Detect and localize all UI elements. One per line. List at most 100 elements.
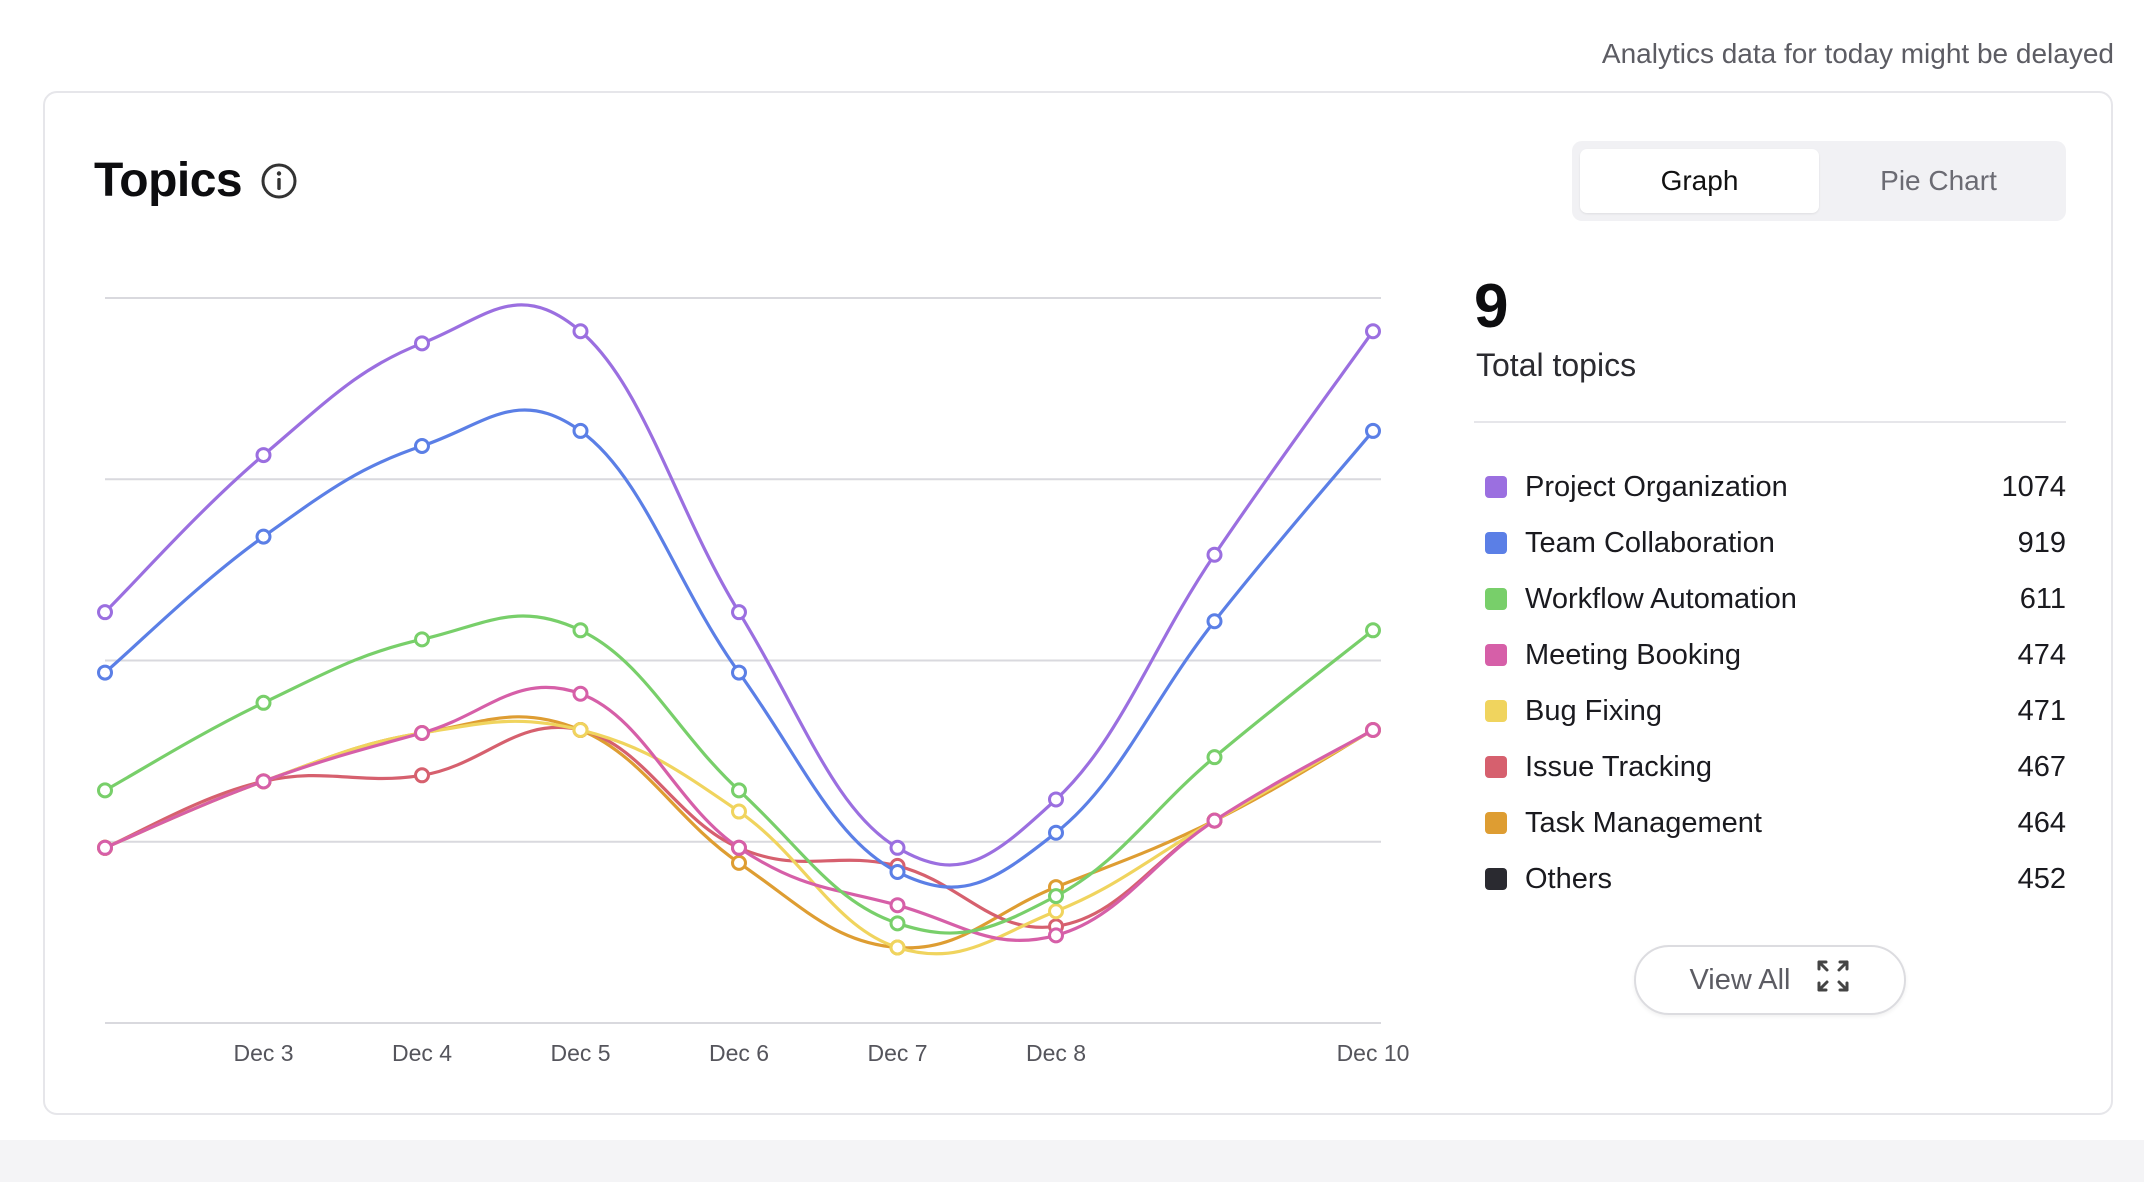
legend-item[interactable]: Others 452 [1485, 851, 2066, 907]
legend-item-value: 452 [2017, 862, 2066, 895]
data-point[interactable] [1048, 888, 1064, 905]
legend-swatch [1485, 868, 1507, 890]
x-tick-label: Dec 3 [233, 1040, 293, 1066]
data-point[interactable] [414, 335, 430, 352]
legend-swatch [1485, 644, 1507, 666]
data-point[interactable] [414, 438, 430, 455]
data-point[interactable] [572, 685, 589, 702]
data-point[interactable] [97, 782, 113, 799]
legend-swatch [1485, 532, 1507, 554]
series-line[interactable] [103, 303, 1375, 867]
card-title: Topics [94, 154, 243, 207]
legend-item-value: 474 [2017, 638, 2066, 671]
legend-swatch [1485, 476, 1507, 498]
legend-item-value: 467 [2017, 750, 2066, 783]
data-point[interactable] [731, 604, 747, 621]
data-point[interactable] [414, 725, 430, 741]
legend-item-name: Workflow Automation [1525, 582, 1797, 615]
legend-item[interactable]: Meeting Booking 474 [1485, 627, 2066, 683]
data-point[interactable] [731, 803, 747, 820]
view-all-button[interactable]: View All [1634, 945, 1906, 1015]
data-point[interactable] [1365, 323, 1381, 340]
data-point[interactable] [1048, 927, 1064, 944]
legend-item-value: 471 [2017, 694, 2066, 727]
series-line[interactable] [104, 719, 1374, 956]
analytics-delay-notice: Analytics data for today might be delaye… [1601, 38, 2114, 69]
legend-item-name: Meeting Booking [1525, 638, 1742, 671]
info-icon[interactable] [260, 162, 298, 200]
data-point[interactable] [572, 721, 589, 738]
topics-line-chart: Dec 3 Dec 4 Dec 5 Dec 6 Dec 7 Dec 8 Dec 10 [97, 297, 1410, 1066]
data-point[interactable] [889, 839, 906, 856]
total-topics-count: 9 [1474, 272, 1509, 341]
data-point[interactable] [255, 528, 272, 545]
data-point[interactable] [1206, 546, 1223, 563]
tab-pie-chart[interactable]: Pie Chart [1880, 165, 1997, 196]
legend-item[interactable]: Task Management 464 [1485, 795, 2066, 851]
x-tick-label: Dec 8 [1026, 1040, 1086, 1066]
legend-item-name: Others [1525, 862, 1613, 895]
data-point[interactable] [731, 854, 747, 871]
data-point[interactable] [97, 664, 113, 681]
legend-item-name: Team Collaboration [1525, 526, 1775, 559]
data-point[interactable] [889, 863, 906, 880]
legend-swatch [1485, 588, 1507, 610]
data-point[interactable] [97, 604, 113, 621]
page-footer-band [0, 1140, 2144, 1182]
data-point[interactable] [572, 422, 589, 439]
legend-item[interactable]: Project Organization 1074 [1485, 459, 2066, 515]
legend-item-name: Task Management [1525, 806, 1762, 839]
legend-swatch [1485, 756, 1507, 778]
data-point[interactable] [255, 694, 272, 711]
legend-item-value: 464 [2017, 806, 2066, 839]
data-point[interactable] [889, 939, 906, 956]
legend-item-name: Issue Tracking [1525, 750, 1712, 783]
data-point[interactable] [731, 782, 747, 799]
data-point[interactable] [889, 915, 906, 932]
legend-item-name: Bug Fixing [1525, 694, 1663, 727]
data-point[interactable] [572, 622, 589, 639]
data-point[interactable] [1206, 749, 1223, 766]
legend-item-value: 611 [2019, 582, 2066, 615]
data-point[interactable] [731, 664, 747, 681]
data-point[interactable] [1048, 903, 1064, 920]
data-point[interactable] [731, 839, 747, 856]
x-tick-label: Dec 4 [392, 1040, 452, 1066]
data-point[interactable] [414, 767, 430, 784]
summary-divider [1474, 421, 2066, 423]
tab-graph[interactable]: Graph [1580, 149, 1819, 213]
legend-item-value: 1074 [2001, 470, 2066, 503]
data-point[interactable] [1048, 824, 1064, 841]
view-all-label: View All [1689, 963, 1791, 996]
legend-swatch [1485, 812, 1507, 834]
total-topics-label: Total topics [1476, 347, 1637, 383]
series-line[interactable] [103, 408, 1375, 889]
legend-item[interactable]: Issue Tracking 467 [1485, 739, 2066, 795]
expand-icon [1815, 958, 1851, 1002]
data-point[interactable] [414, 631, 430, 648]
series-line[interactable] [104, 725, 1374, 929]
x-tick-label: Dec 10 [1337, 1040, 1410, 1066]
legend-swatch [1485, 700, 1507, 722]
data-point[interactable] [1048, 791, 1064, 808]
legend-item-name: Project Organization [1525, 470, 1788, 503]
data-point[interactable] [1365, 721, 1381, 738]
legend-item[interactable]: Bug Fixing 471 [1485, 683, 2066, 739]
legend-item[interactable]: Team Collaboration 919 [1485, 515, 2066, 571]
view-toggle: Graph Pie Chart [1572, 141, 2066, 221]
legend-item[interactable]: Workflow Automation 611 [1485, 571, 2066, 627]
data-point[interactable] [1206, 613, 1223, 630]
data-point[interactable] [255, 447, 272, 464]
data-point[interactable] [97, 839, 113, 856]
data-point[interactable] [1206, 812, 1223, 829]
topics-legend: Project Organization 1074 Team Collaborati… [1485, 459, 2066, 907]
x-tick-label: Dec 6 [709, 1040, 769, 1066]
x-tick-label: Dec 5 [550, 1040, 610, 1066]
data-point[interactable] [1365, 622, 1381, 639]
data-point[interactable] [1365, 422, 1381, 439]
data-point[interactable] [572, 323, 589, 340]
data-point[interactable] [255, 773, 272, 790]
topics-card: Topics Graph Pie Chart Dec 3 Dec 4 Dec 5 De… [43, 91, 2113, 1115]
series-line[interactable] [104, 715, 1374, 950]
data-point[interactable] [889, 897, 906, 914]
